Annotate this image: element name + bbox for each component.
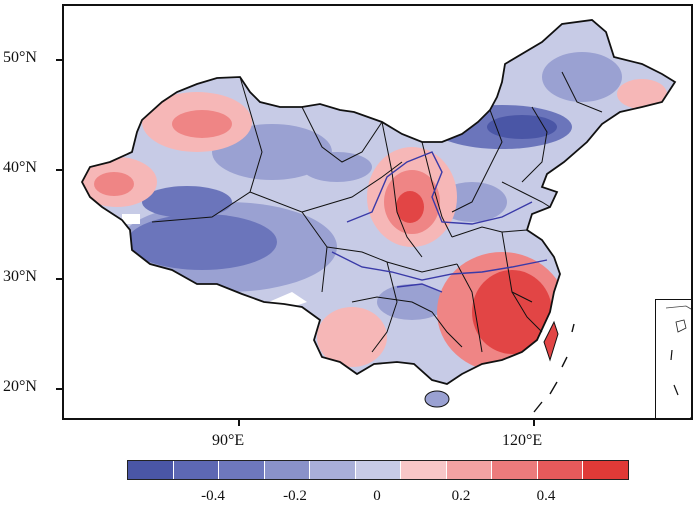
gansu-border bbox=[301, 106, 383, 163]
colorbar bbox=[127, 460, 629, 480]
jilin-border bbox=[561, 71, 603, 113]
south-china-sea-inset bbox=[655, 299, 691, 418]
heilongjiang-positive-zone bbox=[617, 79, 667, 109]
yellow-river bbox=[346, 151, 533, 225]
province-borders bbox=[151, 71, 603, 353]
masked-area-west bbox=[122, 214, 140, 224]
lat-tick-20 bbox=[56, 388, 62, 390]
colorbar-segment-2 bbox=[219, 461, 265, 479]
anomaly-field bbox=[82, 20, 675, 384]
kashgar-positive-core bbox=[94, 172, 134, 196]
colorbar-label-pos04: 0.4 bbox=[536, 488, 556, 504]
tarim-negative-zone bbox=[142, 186, 232, 218]
china-anomaly-map bbox=[81, 19, 676, 413]
lon-tick-90 bbox=[238, 420, 240, 426]
colorbar-segment-8 bbox=[492, 461, 538, 479]
hexi-negative-zone bbox=[302, 152, 372, 182]
coastal-dashes bbox=[533, 323, 575, 413]
anhui-border bbox=[501, 231, 533, 303]
fujian-border bbox=[511, 291, 543, 333]
colorbar-segment-3 bbox=[264, 461, 311, 479]
colorbar-label-neg02: -0.2 bbox=[283, 488, 307, 504]
yangtze-river bbox=[331, 251, 548, 281]
colorbar-segment-10 bbox=[583, 461, 629, 479]
lon-label-90: 90°E bbox=[212, 432, 245, 449]
lat-tick-30 bbox=[56, 278, 62, 280]
colorbar-label-neg04: -0.4 bbox=[201, 488, 225, 504]
colorbar-segment-0 bbox=[128, 461, 174, 479]
hunan-border bbox=[456, 263, 483, 353]
lon-label-120: 120°E bbox=[502, 432, 543, 449]
lat-tick-40 bbox=[56, 169, 62, 171]
loess-positive-core bbox=[396, 191, 424, 223]
yangtze-tributary bbox=[396, 283, 443, 293]
lon-tick-120 bbox=[533, 420, 535, 426]
yunnan-positive-zone bbox=[317, 307, 387, 367]
yunnan-border bbox=[371, 261, 398, 353]
colorbar-segment-5 bbox=[355, 461, 402, 479]
taiwan-island bbox=[543, 320, 559, 362]
lat-label-20: 20°N bbox=[3, 378, 37, 395]
hainan-island bbox=[424, 390, 450, 408]
tibet-qinghai-border bbox=[249, 191, 328, 293]
hebei-border bbox=[451, 109, 503, 213]
map-frame bbox=[62, 4, 693, 420]
liaoning-border bbox=[521, 106, 548, 183]
colorbar-segment-9 bbox=[537, 461, 584, 479]
colorbar-segment-4 bbox=[310, 461, 356, 479]
lat-label-30: 30°N bbox=[3, 268, 37, 285]
southeast-positive-core bbox=[472, 270, 552, 354]
lat-tick-50 bbox=[56, 59, 62, 61]
shandong-border bbox=[501, 181, 551, 208]
tibet-negative-core bbox=[127, 214, 277, 270]
henan-border bbox=[451, 226, 528, 238]
lat-label-40: 40°N bbox=[3, 159, 37, 176]
northeast-negative-zone bbox=[542, 52, 622, 102]
inset-dashes bbox=[670, 349, 691, 418]
rivers bbox=[331, 151, 548, 293]
colorbar-segment-7 bbox=[446, 461, 493, 479]
northwest-positive-core bbox=[172, 110, 232, 138]
guizhou-border bbox=[351, 296, 463, 348]
mongolia-negative-core bbox=[487, 115, 557, 139]
inset-hainan bbox=[675, 319, 687, 333]
shanxi-border bbox=[421, 141, 453, 238]
inset-map bbox=[665, 305, 691, 418]
lat-label-50: 50°N bbox=[3, 49, 37, 66]
colorbar-label-zero: 0 bbox=[373, 488, 381, 504]
shaanxi-border bbox=[381, 121, 423, 258]
colorbar-label-pos02: 0.2 bbox=[451, 488, 471, 504]
colorbar-segment-1 bbox=[173, 461, 220, 479]
inset-coastline bbox=[665, 305, 691, 310]
colorbar-segment-6 bbox=[401, 461, 447, 479]
